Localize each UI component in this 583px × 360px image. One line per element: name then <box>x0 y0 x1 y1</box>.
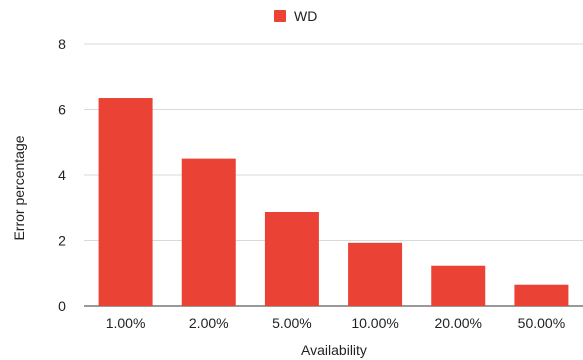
x-tick-label: 50.00% <box>518 315 565 331</box>
bar <box>98 98 153 306</box>
y-axis-title: Error percentage <box>11 135 27 240</box>
y-tick-label: 0 <box>58 298 66 314</box>
bar <box>181 158 236 306</box>
gridlines <box>84 43 583 307</box>
legend-label-wd: WD <box>294 8 317 24</box>
bar <box>431 265 486 306</box>
bar <box>348 242 403 306</box>
legend-swatch-wd <box>274 10 286 22</box>
x-tick-label: 2.00% <box>189 315 229 331</box>
x-tick-label: 1.00% <box>106 315 146 331</box>
bar <box>264 212 319 306</box>
legend: WD <box>274 8 317 24</box>
y-tick-label: 4 <box>58 167 66 183</box>
y-tick-label: 2 <box>58 233 66 249</box>
y-tick-label: 6 <box>58 102 66 118</box>
bar <box>514 284 569 306</box>
x-axis-title: Availability <box>301 342 367 358</box>
x-tick-label: 20.00% <box>435 315 482 331</box>
y-axis-ticks: 0 2 4 6 8 <box>58 36 66 314</box>
x-axis-ticks: 1.00% 2.00% 5.00% 10.00% 20.00% 50.00% <box>106 315 565 331</box>
y-tick-label: 8 <box>58 36 66 52</box>
x-tick-label: 5.00% <box>272 315 312 331</box>
x-tick-label: 10.00% <box>351 315 398 331</box>
bars <box>98 98 569 306</box>
